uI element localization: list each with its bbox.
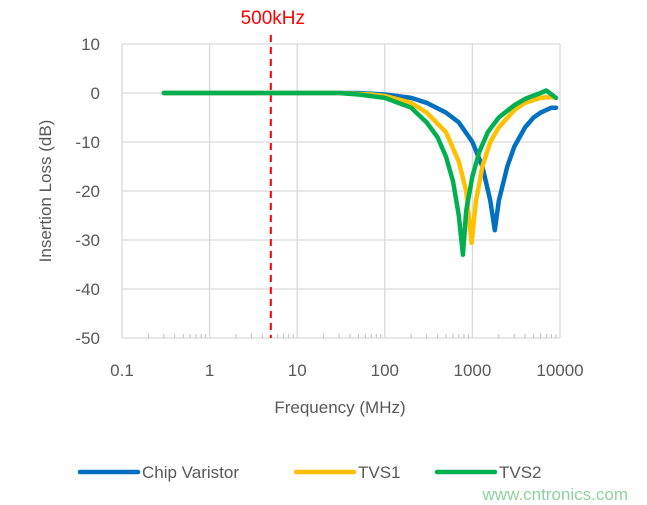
y-tick-label: -20 [75,182,100,201]
y-axis-label: Insertion Loss (dB) [36,120,55,263]
legend-label: TVS2 [499,463,542,482]
x-axis-label: Frequency (MHz) [274,398,405,417]
x-tick-label: 100 [371,361,399,380]
legend: Chip Varistor TVS1 TVS2 [77,463,542,482]
y-tick-label: -50 [75,329,100,348]
legend-label: TVS1 [358,463,401,482]
grid [121,43,561,339]
x-tick-labels: 0.1 1 10 100 1000 10000 [110,361,583,380]
y-tick-label: 0 [91,84,100,103]
x-tick-label: 10 [288,361,307,380]
series-line-chip-varistor [161,90,559,233]
x-tick-label: 1000 [453,361,491,380]
series-line-tvs2 [161,88,559,257]
y-tick-labels: 10 0 -10 -20 -30 -40 -50 [75,35,100,348]
x-tick-label: 1 [205,361,214,380]
x-tick-label: 10000 [536,361,583,380]
y-tick-label: -30 [75,231,100,250]
watermark: www.cntronics.com [482,485,628,504]
x-tick-label: 0.1 [110,361,134,380]
legend-label: Chip Varistor [142,463,239,482]
series-lines [161,88,559,257]
y-tick-label: -40 [75,280,100,299]
y-tick-label: 10 [81,35,100,54]
annotation-label: 500kHz [241,8,305,29]
y-tick-label: -10 [75,133,100,152]
